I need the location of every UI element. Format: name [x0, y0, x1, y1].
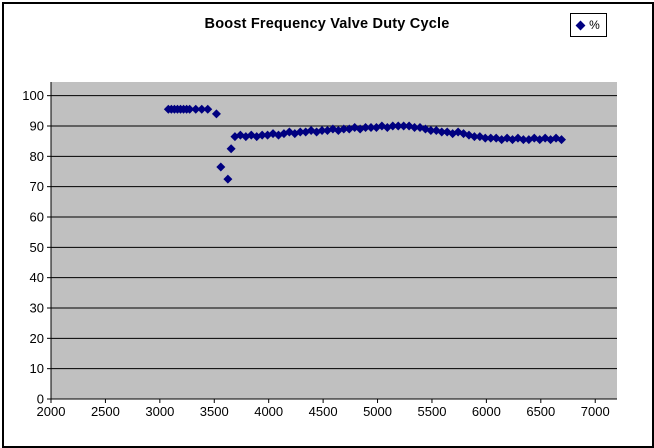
plot-area[interactable]: [51, 82, 617, 399]
data-point[interactable]: [556, 135, 566, 145]
data-point[interactable]: [339, 124, 349, 134]
data-point[interactable]: [486, 133, 496, 143]
data-point[interactable]: [317, 126, 327, 136]
data-point[interactable]: [203, 104, 213, 114]
y-tick-label-70: 70: [30, 179, 44, 194]
x-tick-label-5500: 5500: [418, 404, 447, 419]
data-point[interactable]: [518, 135, 528, 145]
y-tick-label-90: 90: [30, 118, 44, 133]
y-tick-label-80: 80: [30, 149, 44, 164]
data-point[interactable]: [366, 123, 376, 133]
data-point[interactable]: [480, 133, 490, 143]
data-point[interactable]: [197, 104, 207, 114]
y-tick-label-10: 10: [30, 361, 44, 376]
data-point[interactable]: [426, 126, 436, 136]
data-point[interactable]: [361, 123, 371, 133]
data-point[interactable]: [226, 144, 236, 154]
x-tick-label-4500: 4500: [309, 404, 338, 419]
legend[interactable]: %: [570, 13, 607, 37]
y-tick-label-100: 100: [22, 88, 44, 103]
x-tick-label-2000: 2000: [37, 404, 66, 419]
y-tick-label-50: 50: [30, 240, 44, 255]
data-point[interactable]: [216, 162, 226, 172]
data-point[interactable]: [393, 121, 403, 131]
data-point[interactable]: [410, 123, 420, 133]
data-point[interactable]: [312, 127, 322, 137]
x-tick-label-6500: 6500: [526, 404, 555, 419]
y-tick-label-40: 40: [30, 270, 44, 285]
x-tick-label-3000: 3000: [145, 404, 174, 419]
data-series-percent[interactable]: [163, 104, 566, 184]
data-point[interactable]: [399, 121, 409, 131]
data-point[interactable]: [469, 132, 479, 142]
data-point[interactable]: [257, 130, 267, 140]
data-point[interactable]: [211, 109, 221, 119]
x-tick-label-3500: 3500: [200, 404, 229, 419]
legend-series-label: %: [589, 18, 600, 32]
data-point[interactable]: [191, 104, 201, 114]
data-point[interactable]: [185, 104, 195, 114]
y-tick-label-60: 60: [30, 209, 44, 224]
x-tick-label-2500: 2500: [91, 404, 120, 419]
x-tick-label-4000: 4000: [254, 404, 283, 419]
data-point[interactable]: [301, 127, 311, 137]
data-point[interactable]: [388, 121, 398, 131]
chart-title[interactable]: Boost Frequency Valve Duty Cycle: [204, 16, 450, 32]
x-tick-label-5000: 5000: [363, 404, 392, 419]
y-tick-label-20: 20: [30, 331, 44, 346]
y-tick-label-0: 0: [37, 392, 44, 407]
y-tick-label-30: 30: [30, 300, 44, 315]
x-tick-label-6000: 6000: [472, 404, 501, 419]
data-point[interactable]: [295, 127, 305, 137]
x-tick-label-7000: 7000: [581, 404, 610, 419]
data-point[interactable]: [437, 127, 447, 137]
data-point[interactable]: [223, 174, 233, 184]
